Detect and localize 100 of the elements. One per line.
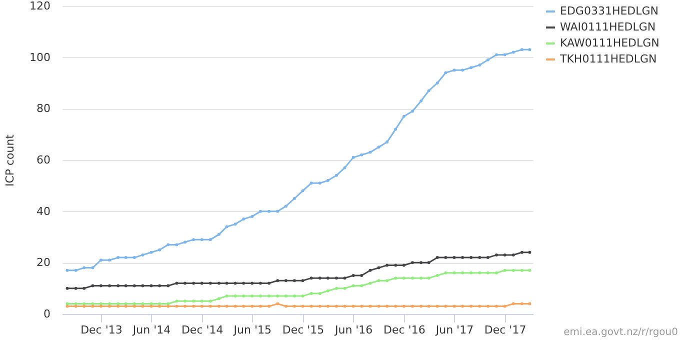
point: [377, 146, 380, 149]
point: [436, 274, 439, 277]
point: [512, 302, 515, 306]
point: [218, 297, 220, 300]
point: [141, 284, 144, 288]
point: [141, 253, 144, 256]
point: [82, 286, 86, 290]
x-tick-label: Jun '15: [232, 324, 272, 336]
point: [250, 214, 254, 218]
point: [495, 271, 498, 274]
point: [478, 271, 482, 274]
point: [452, 304, 456, 308]
point: [420, 99, 423, 102]
point: [200, 282, 204, 285]
x-tick-label: Jun '14: [132, 324, 171, 336]
point: [166, 302, 170, 306]
point: [225, 225, 228, 228]
point: [436, 304, 439, 308]
point: [377, 304, 380, 308]
point: [410, 276, 414, 280]
point: [91, 284, 94, 288]
point: [242, 304, 246, 308]
point: [368, 304, 372, 308]
point: [410, 304, 414, 308]
point: [258, 210, 262, 213]
point: [368, 282, 372, 285]
point: [512, 268, 515, 272]
point: [352, 274, 355, 277]
point: [334, 276, 338, 280]
point: [242, 218, 246, 221]
point: [184, 300, 186, 303]
point: [410, 261, 414, 264]
x-tick-label: Dec '13: [80, 324, 122, 336]
point: [486, 271, 490, 274]
y-axis-title: ICP count: [4, 134, 17, 187]
point: [520, 302, 524, 306]
point: [242, 282, 246, 285]
x-tick-label: Dec '16: [384, 324, 426, 336]
point: [334, 304, 338, 308]
point: [310, 182, 313, 185]
point: [452, 256, 456, 260]
y-tick-label: 20: [36, 256, 50, 270]
point: [402, 264, 406, 267]
point: [386, 264, 389, 267]
point: [175, 243, 178, 246]
point: [301, 189, 304, 192]
point: [292, 304, 296, 308]
x-tick-label: Dec '14: [181, 324, 224, 336]
legend-label: EDG0331HEDLGN: [560, 4, 659, 18]
y-tick-label: 40: [36, 204, 50, 218]
point: [528, 302, 532, 306]
point: [158, 304, 162, 308]
point: [82, 304, 86, 308]
point: [208, 282, 212, 285]
point: [528, 48, 532, 52]
point: [444, 256, 448, 260]
point: [368, 150, 372, 154]
point: [250, 304, 254, 308]
point: [478, 304, 482, 308]
point: [360, 284, 364, 288]
point: [184, 282, 186, 285]
y-tick-label: 0: [44, 308, 50, 320]
point: [427, 276, 430, 280]
point: [444, 71, 448, 74]
text: emi.ea.govt.nz/r/rgou0: [564, 327, 678, 338]
point: [343, 276, 346, 280]
point: [74, 286, 78, 290]
point: [461, 271, 464, 274]
point: [192, 300, 196, 303]
point: [436, 256, 439, 260]
point: [234, 282, 237, 285]
point: [175, 304, 178, 308]
point: [410, 110, 414, 113]
point: [99, 304, 102, 308]
point: [268, 210, 271, 213]
point: [394, 128, 398, 131]
point: [326, 276, 330, 280]
point: [225, 282, 228, 285]
point: [108, 258, 112, 262]
point: [158, 248, 162, 252]
point: [318, 276, 322, 280]
point: [141, 304, 144, 308]
point: [352, 304, 355, 308]
point: [124, 304, 128, 308]
point: [420, 261, 423, 264]
point: [326, 289, 330, 292]
point: [318, 304, 322, 308]
point: [192, 282, 196, 285]
point: [352, 156, 355, 159]
point: [234, 222, 237, 226]
point: [225, 304, 228, 308]
point: [503, 253, 506, 256]
point: [402, 276, 406, 280]
point: [150, 304, 153, 308]
point: [343, 286, 346, 290]
point: [284, 204, 288, 208]
y-tick-label: 80: [36, 102, 50, 116]
point: [175, 300, 178, 303]
legend-label: KAW0111HEDLGN: [560, 36, 660, 50]
point: [402, 304, 406, 308]
